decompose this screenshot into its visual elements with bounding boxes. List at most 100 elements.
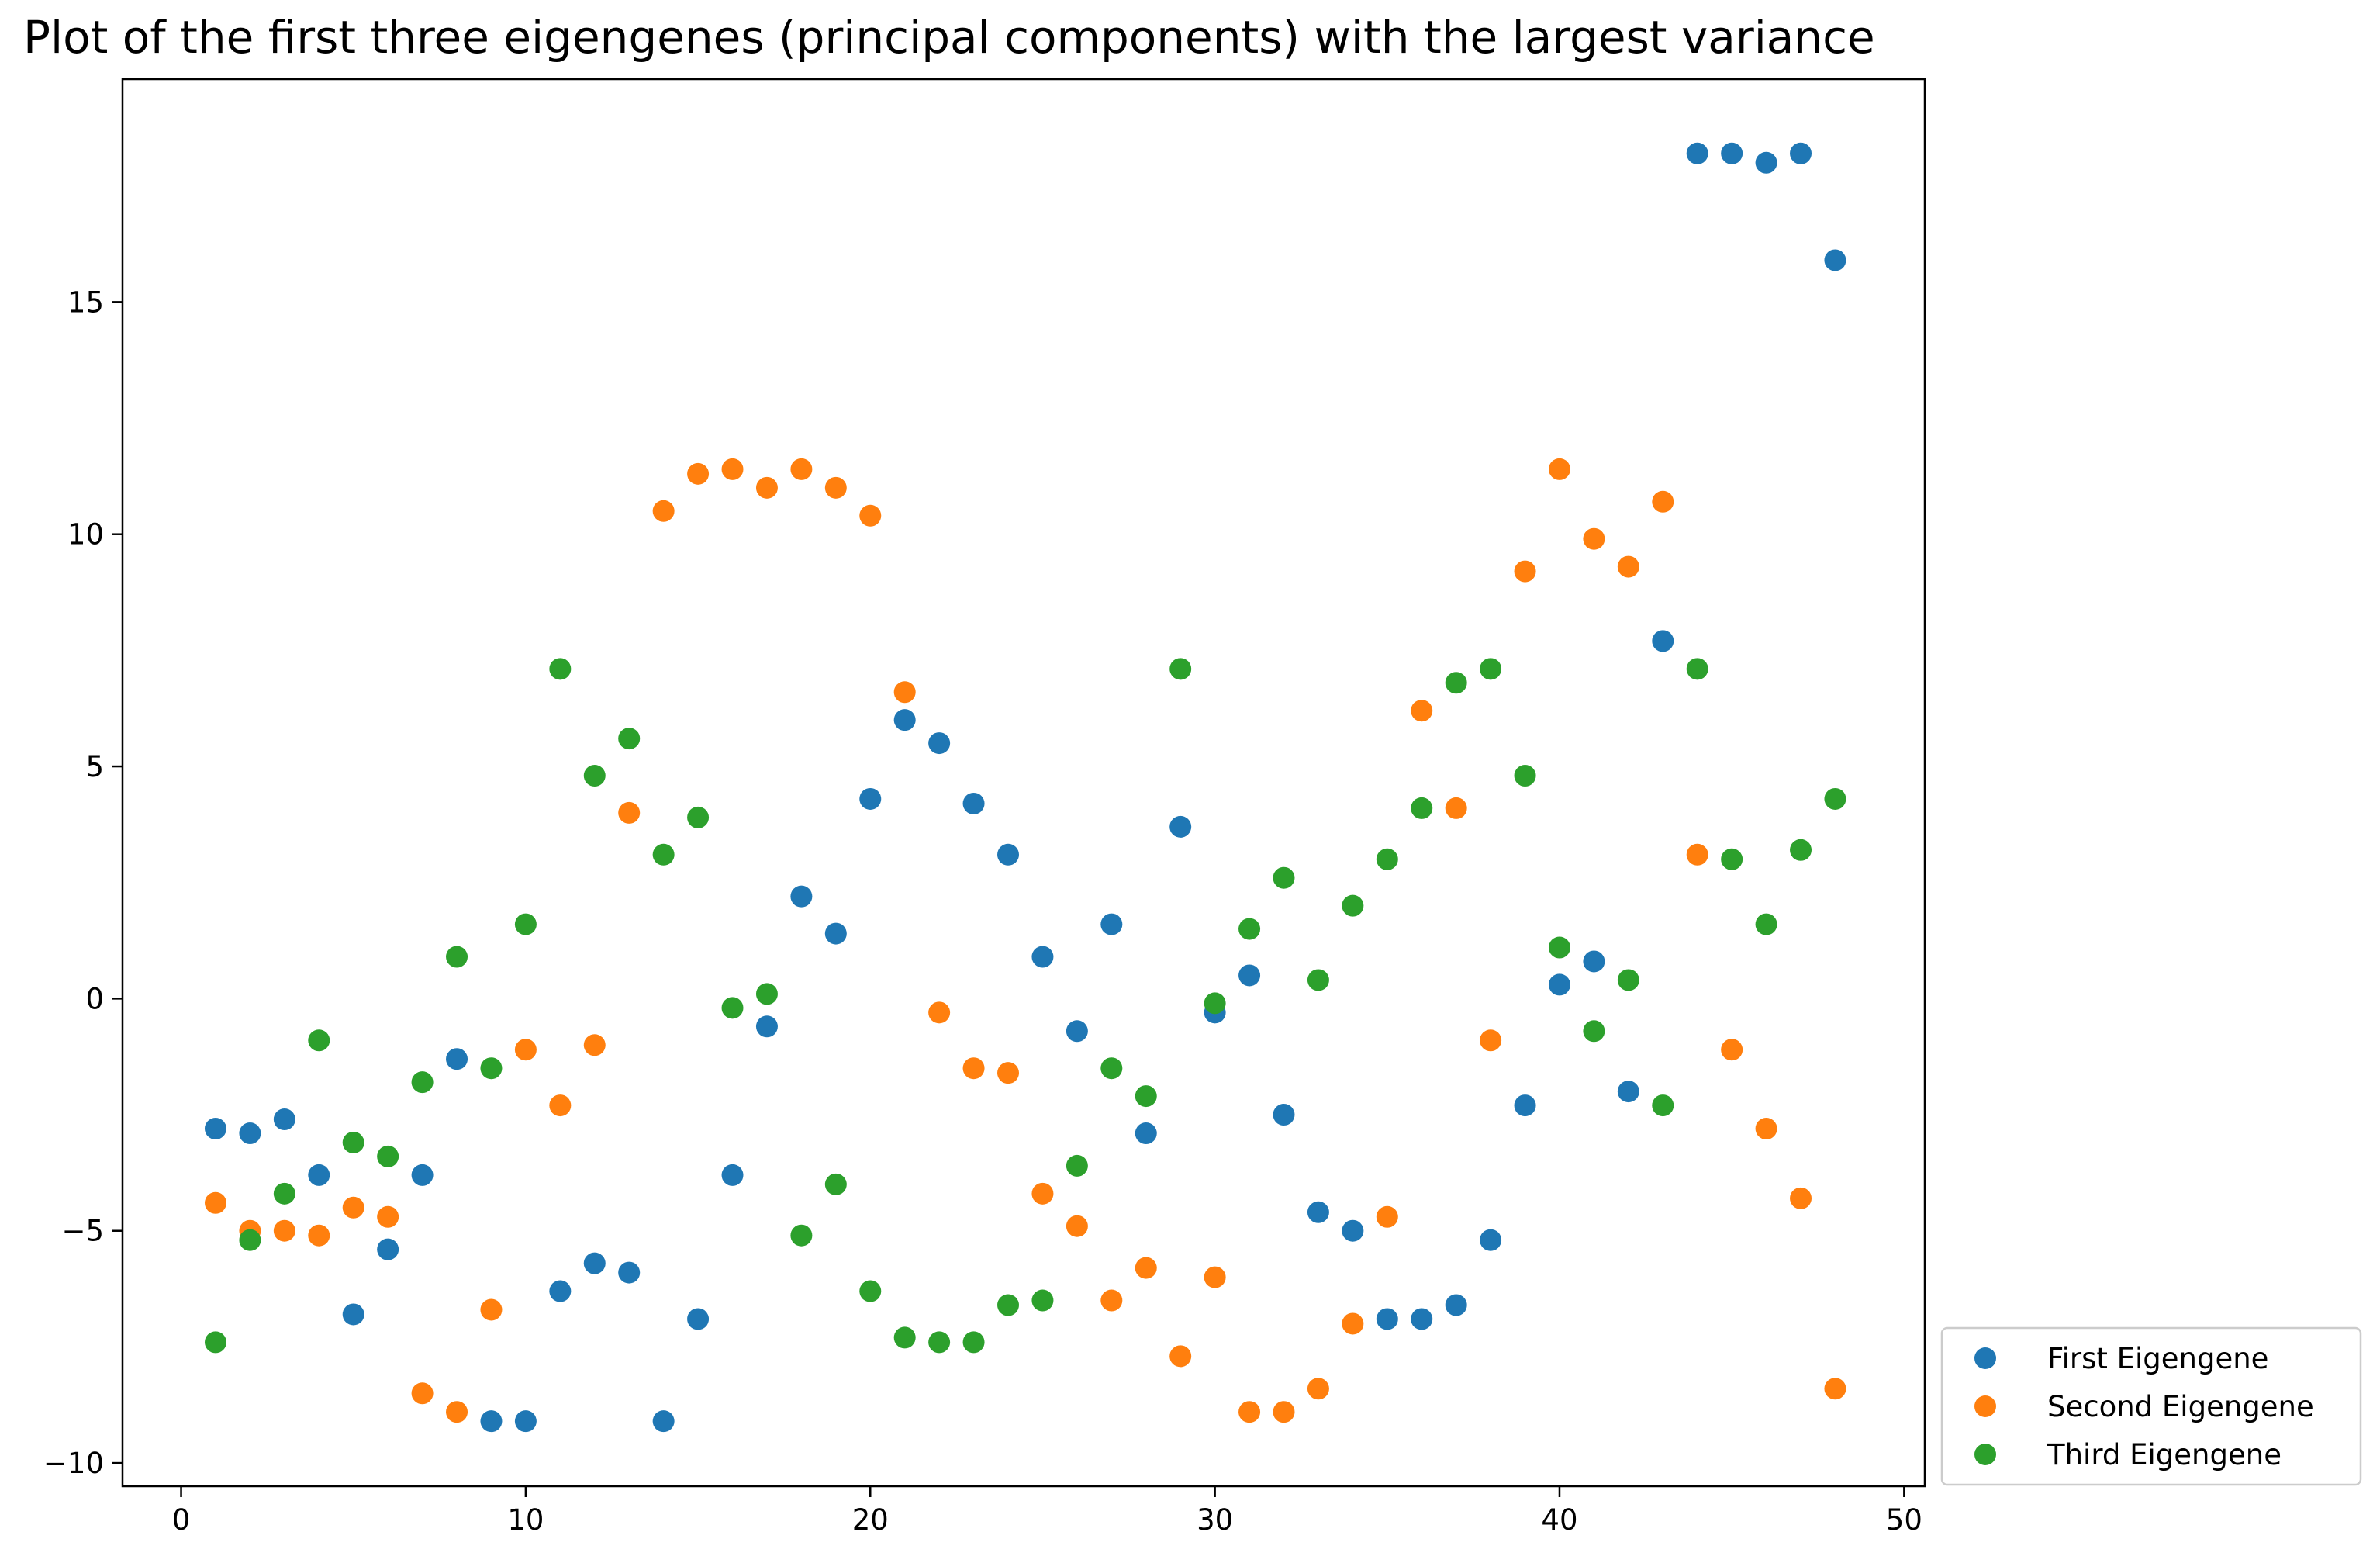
data-point xyxy=(755,1015,778,1038)
data-point xyxy=(1066,1154,1088,1177)
data-point xyxy=(273,1219,295,1242)
data-point xyxy=(1790,839,1812,861)
data-point xyxy=(1548,936,1570,959)
data-point xyxy=(480,1057,503,1080)
data-point xyxy=(928,1001,951,1024)
data-point xyxy=(514,913,537,935)
data-point xyxy=(824,922,847,945)
data-point xyxy=(549,658,572,680)
data-point xyxy=(1100,1289,1123,1312)
data-point xyxy=(1342,894,1364,917)
data-point xyxy=(1617,969,1639,991)
data-point xyxy=(377,1145,399,1167)
data-point xyxy=(273,1182,295,1205)
data-point xyxy=(1824,787,1846,810)
data-point xyxy=(411,1382,434,1405)
data-point xyxy=(1376,848,1398,870)
data-point xyxy=(1445,1294,1467,1316)
series-2 xyxy=(204,458,1846,1423)
data-point xyxy=(308,1164,330,1186)
data-point xyxy=(1617,555,1639,578)
data-point xyxy=(1169,658,1192,680)
data-point xyxy=(480,1410,503,1433)
data-point xyxy=(1169,1345,1192,1368)
data-point xyxy=(377,1238,399,1260)
data-point xyxy=(1411,1308,1433,1330)
data-point xyxy=(1204,992,1226,1015)
data-point xyxy=(721,997,744,1019)
data-point xyxy=(1480,1229,1502,1251)
data-point xyxy=(1411,797,1433,819)
legend-frame xyxy=(1940,1326,2362,1486)
data-point xyxy=(1445,672,1467,694)
y-tick-label: 10 xyxy=(67,518,104,552)
data-point xyxy=(1514,1094,1536,1117)
y-axis: −10 −5 0 5 10 15 xyxy=(43,285,123,1480)
data-point xyxy=(1721,848,1743,870)
data-point xyxy=(1583,1020,1605,1043)
data-point xyxy=(1238,1401,1261,1423)
data-point xyxy=(1273,866,1295,889)
data-point xyxy=(1652,490,1674,513)
y-tick-label: 0 xyxy=(85,982,104,1015)
data-point xyxy=(618,801,641,824)
data-point xyxy=(859,787,882,810)
data-point xyxy=(1135,1122,1157,1145)
data-point xyxy=(204,1331,226,1354)
data-point xyxy=(652,500,675,522)
data-point xyxy=(859,504,882,527)
data-point xyxy=(997,843,1020,866)
data-point xyxy=(755,476,778,499)
data-point xyxy=(618,728,641,750)
data-point xyxy=(1066,1020,1088,1043)
data-point xyxy=(583,1252,606,1274)
data-point xyxy=(687,1308,710,1330)
x-tick-label: 40 xyxy=(1541,1503,1577,1537)
data-point xyxy=(1686,142,1708,164)
data-point xyxy=(893,1326,916,1349)
data-point xyxy=(755,983,778,1005)
data-point xyxy=(859,1280,882,1302)
data-point xyxy=(1307,969,1329,991)
data-point xyxy=(583,1034,606,1056)
data-point xyxy=(342,1131,364,1153)
data-point xyxy=(411,1071,434,1094)
data-point xyxy=(342,1196,364,1219)
data-point xyxy=(928,1331,951,1354)
data-point xyxy=(1204,1266,1226,1288)
data-point xyxy=(1652,630,1674,652)
data-point xyxy=(446,1048,468,1070)
data-point xyxy=(1273,1104,1295,1126)
legend-label: First Eigengene xyxy=(2047,1342,2268,1375)
data-point xyxy=(411,1164,434,1186)
data-point xyxy=(997,1294,1020,1316)
data-point xyxy=(1790,1187,1812,1209)
data-point xyxy=(1548,458,1570,480)
legend-marker xyxy=(1974,1444,1996,1465)
data-point xyxy=(446,1401,468,1423)
x-tick-label: 10 xyxy=(507,1503,544,1537)
data-point xyxy=(377,1205,399,1228)
data-point xyxy=(1376,1308,1398,1330)
x-tick-label: 20 xyxy=(852,1503,889,1537)
chart-title: Plot of the first three eigengenes (prin… xyxy=(23,11,1875,64)
data-point xyxy=(1583,527,1605,550)
data-point xyxy=(204,1118,226,1140)
data-point xyxy=(652,1410,675,1433)
data-point xyxy=(893,709,916,731)
data-point xyxy=(1686,843,1708,866)
data-point xyxy=(1617,1081,1639,1103)
data-point xyxy=(824,476,847,499)
data-point xyxy=(1755,1118,1777,1140)
data-point xyxy=(239,1122,261,1145)
data-point xyxy=(1376,1205,1398,1228)
data-point xyxy=(1238,918,1261,940)
data-point xyxy=(273,1108,295,1131)
data-point xyxy=(1031,1289,1054,1312)
data-point xyxy=(1824,1378,1846,1400)
data-point xyxy=(1790,142,1812,164)
data-point xyxy=(1445,797,1467,819)
data-point xyxy=(1135,1257,1157,1279)
data-point xyxy=(1273,1401,1295,1423)
y-tick-label: −10 xyxy=(43,1447,104,1480)
